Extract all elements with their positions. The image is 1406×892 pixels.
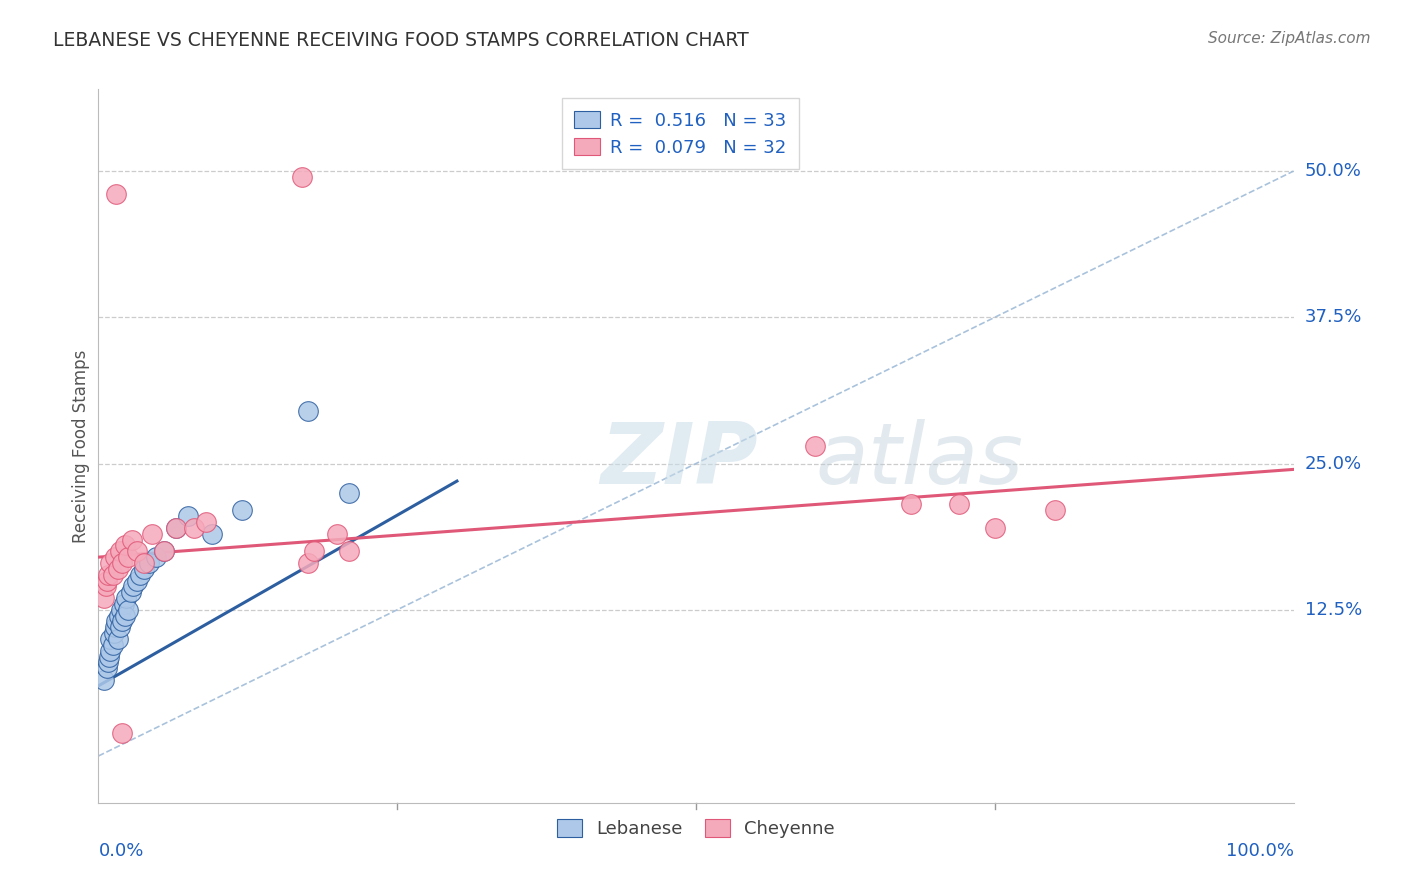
Point [105, 615, 128, 629]
Point [105, 187, 128, 202]
Point [104, 620, 127, 634]
Point [107, 632, 129, 646]
Point [122, 579, 145, 593]
Point [111, 725, 134, 739]
Point [107, 562, 129, 576]
Point [114, 608, 136, 623]
Point [120, 585, 142, 599]
Point [97, 656, 120, 670]
Point [804, 439, 827, 453]
Point [117, 603, 139, 617]
Point [121, 533, 143, 547]
Point [125, 574, 148, 588]
Point [93, 591, 115, 605]
Point [201, 526, 224, 541]
Point [101, 567, 124, 582]
Point [115, 591, 138, 605]
Point [96, 661, 118, 675]
Point [183, 521, 205, 535]
Point [132, 556, 155, 570]
Point [98, 632, 122, 646]
Text: LEBANESE VS CHEYENNE RECEIVING FOOD STAMPS CORRELATION CHART: LEBANESE VS CHEYENNE RECEIVING FOOD STAM… [53, 31, 749, 50]
Point [117, 550, 139, 565]
Point [103, 626, 125, 640]
Point [339, 485, 361, 500]
Point [93, 673, 115, 687]
Point [165, 521, 187, 535]
Text: 25.0%: 25.0% [1305, 455, 1362, 473]
Text: 100.0%: 100.0% [1226, 842, 1294, 860]
Point [101, 638, 124, 652]
Point [111, 615, 134, 629]
Text: Source: ZipAtlas.com: Source: ZipAtlas.com [1208, 31, 1371, 46]
Point [153, 544, 176, 558]
Point [97, 567, 120, 582]
Point [98, 556, 122, 570]
Text: 37.5%: 37.5% [1305, 309, 1362, 326]
Point [297, 556, 319, 570]
Point [114, 538, 136, 552]
Point [141, 526, 163, 541]
Point [94, 579, 117, 593]
Text: 0.0%: 0.0% [98, 842, 143, 860]
Point [339, 544, 361, 558]
Point [948, 498, 970, 512]
Point [165, 521, 187, 535]
Legend: Lebanese, Cheyenne: Lebanese, Cheyenne [548, 811, 844, 847]
Point [110, 603, 132, 617]
Point [107, 608, 129, 623]
Point [125, 544, 148, 558]
Point [104, 550, 127, 565]
Point [98, 649, 121, 664]
Point [900, 498, 922, 512]
Point [326, 526, 349, 541]
Point [231, 503, 253, 517]
Text: atlas: atlas [815, 418, 1024, 502]
Point [984, 521, 1007, 535]
Text: 50.0%: 50.0% [1305, 162, 1361, 180]
Y-axis label: Receiving Food Stamps: Receiving Food Stamps [72, 350, 90, 542]
Point [195, 515, 218, 529]
Point [129, 567, 152, 582]
Point [153, 544, 176, 558]
Point [1043, 503, 1066, 517]
Text: 12.5%: 12.5% [1305, 601, 1362, 619]
Point [177, 509, 200, 524]
Point [111, 556, 134, 570]
Point [132, 562, 155, 576]
Point [302, 544, 325, 558]
Text: ZIP: ZIP [600, 418, 758, 502]
Point [108, 620, 131, 634]
Point [98, 644, 122, 658]
Point [145, 550, 167, 565]
Point [96, 574, 118, 588]
Point [138, 556, 160, 570]
Point [291, 169, 314, 184]
Point [297, 404, 319, 418]
Point [108, 544, 131, 558]
Point [112, 597, 135, 611]
